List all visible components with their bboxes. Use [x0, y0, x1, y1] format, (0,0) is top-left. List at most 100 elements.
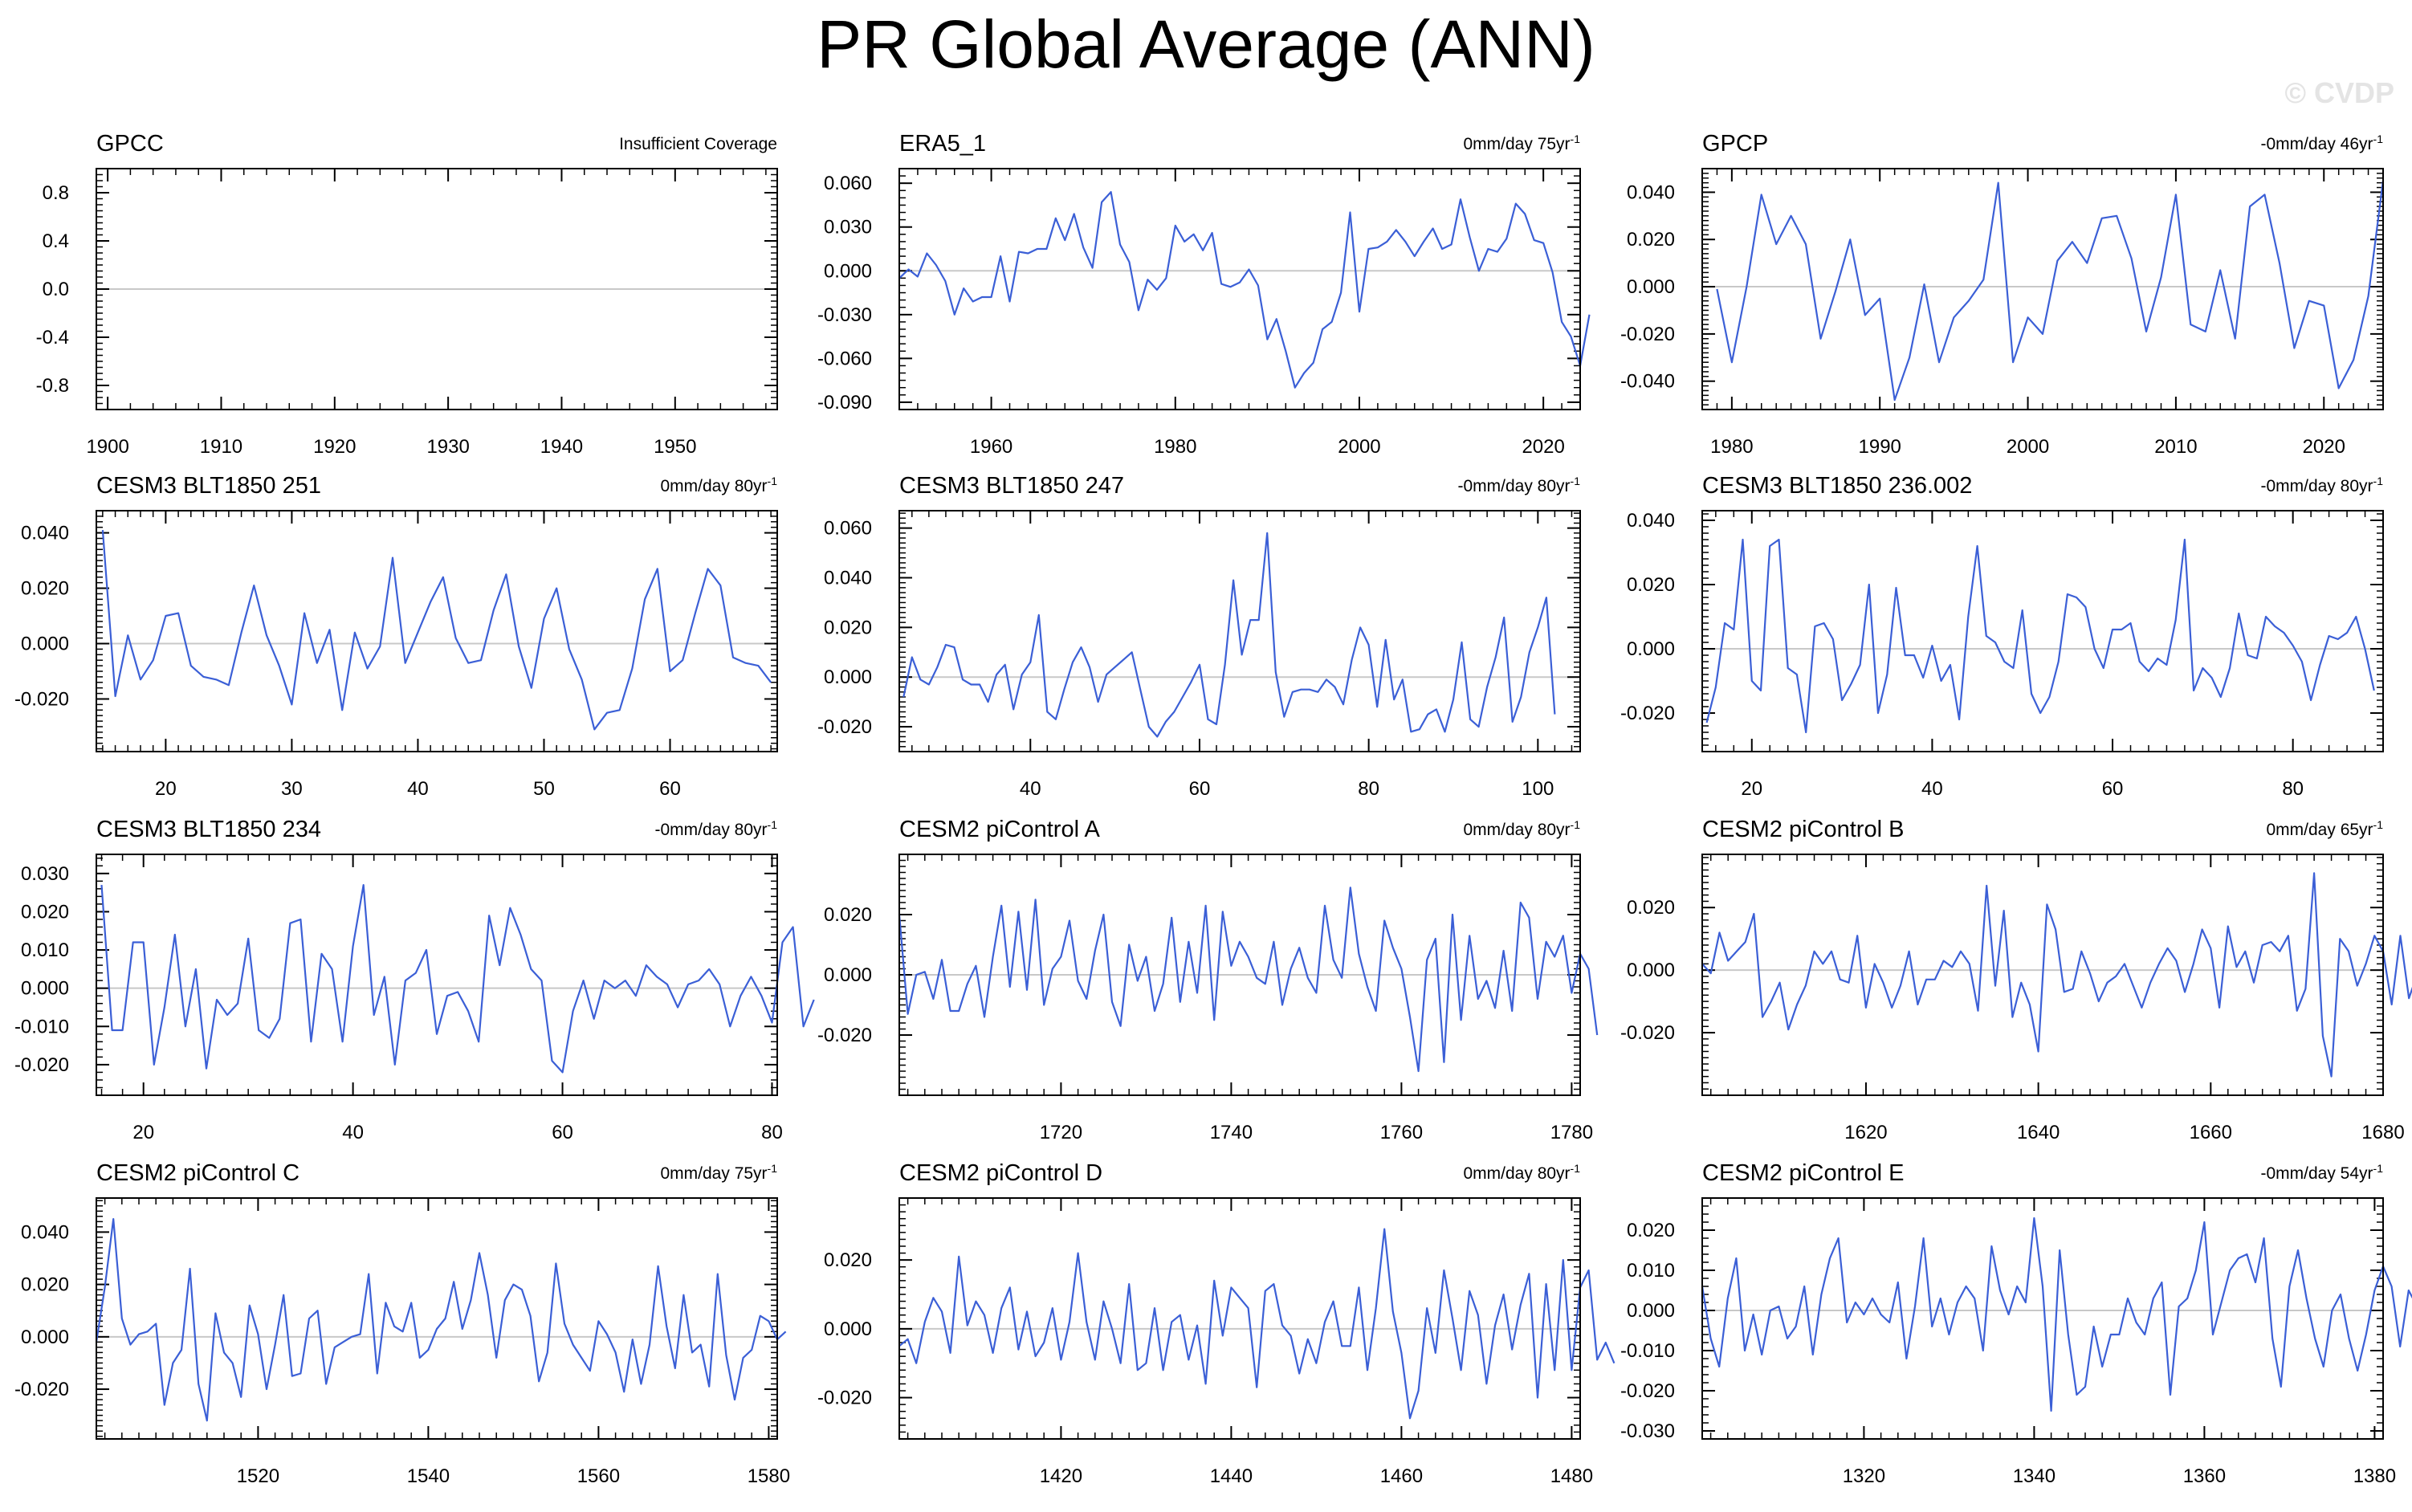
y-tick-label: 0.040 — [21, 1221, 69, 1243]
series-line — [1701, 872, 2412, 1078]
panel-title: CESM3 BLT1850 247 — [899, 473, 1124, 499]
panel-title: CESM2 piControl D — [899, 1160, 1102, 1186]
y-tick-label: 0.040 — [824, 568, 872, 589]
y-tick-label: 0.040 — [1627, 510, 1675, 532]
series-line — [898, 886, 1599, 1073]
x-tick-label: 1760 — [1380, 1122, 1423, 1143]
y-tick-label: -0.040 — [1620, 371, 1675, 393]
chart-panel: CESM3 BLT1850 247 -0mm/day 80yr-1 40 60 80 10… — [817, 473, 1581, 800]
y-tick-label: 0.030 — [21, 863, 69, 885]
y-tick-label: -0.020 — [1620, 703, 1675, 724]
trend-superscript: -1 — [768, 818, 778, 831]
x-tick-label: 1940 — [540, 436, 583, 458]
x-tick-label: 40 — [1020, 778, 1041, 800]
x-tick-label: 1460 — [1380, 1465, 1423, 1487]
x-tick-label: 1340 — [2013, 1465, 2055, 1487]
y-tick-label: 0.000 — [1627, 276, 1675, 298]
x-tick-label: 20 — [132, 1122, 154, 1143]
y-tick-label: -0.020 — [1620, 1022, 1675, 1044]
y-tick-label: 0.000 — [824, 964, 872, 986]
y-tick-label: 0.010 — [21, 939, 69, 961]
series-line — [100, 883, 815, 1074]
y-tick-label: 0.020 — [21, 578, 69, 600]
x-tick-label: 40 — [342, 1122, 364, 1143]
y-tick-label: -0.020 — [817, 1388, 872, 1409]
x-tick-label: 2010 — [2154, 436, 2197, 458]
y-tick-label: -0.020 — [14, 688, 69, 710]
x-tick-label: 40 — [407, 778, 429, 800]
plot-frame — [898, 1197, 1581, 1440]
series-line — [1716, 180, 2385, 401]
chart-panel: CESM2 piControl E -0mm/day 54yr-1 1320 1340… — [1620, 1160, 2412, 1487]
chart-panel: ERA5_1 0mm/day 75yr-1 1960 1980 2000 2020 -0.0… — [817, 131, 1591, 458]
y-tick-label: 0.000 — [21, 1327, 69, 1348]
x-tick-label: 2000 — [1338, 436, 1380, 458]
x-tick-label: 1320 — [1843, 1465, 1885, 1487]
y-tick-label: 0.000 — [1627, 638, 1675, 660]
y-tick-label: -0.020 — [1620, 324, 1675, 345]
watermark: © CVDP — [2284, 76, 2394, 109]
series-line — [95, 1217, 787, 1422]
y-tick-label: 0.020 — [21, 901, 69, 923]
x-tick-label: 60 — [2102, 778, 2124, 800]
panel-trend: 0mm/day 75yr-1 — [661, 1162, 778, 1183]
plot-frame — [1701, 510, 2384, 752]
panel-trend: -0mm/day 80yr-1 — [2261, 475, 2384, 495]
x-tick-label: 1560 — [577, 1465, 620, 1487]
panel-title: CESM2 piControl B — [1702, 817, 1904, 842]
y-tick-label: -0.010 — [14, 1016, 69, 1037]
y-tick-label: 0.000 — [824, 1318, 872, 1340]
chart-panel: CESM3 BLT1850 236.002 -0mm/day 80yr-1 20 40… — [1620, 473, 2384, 800]
y-tick-label: 0.020 — [1627, 229, 1675, 251]
chart-panel: CESM2 piControl C 0mm/day 75yr-1 1520 1540 1… — [14, 1160, 790, 1487]
trend-superscript: -1 — [1571, 475, 1581, 487]
y-tick-label: 0.000 — [824, 260, 872, 282]
panel-trend: -0mm/day 46yr-1 — [2261, 132, 2384, 153]
panel-title: GPCC — [96, 131, 164, 157]
y-tick-label: 0.020 — [1627, 1220, 1675, 1241]
x-tick-label: 1930 — [426, 436, 469, 458]
x-tick-label: 1980 — [1154, 436, 1196, 458]
x-tick-label: 80 — [1358, 778, 1379, 800]
y-tick-label: 0.040 — [21, 523, 69, 544]
x-tick-label: 40 — [1921, 778, 1943, 800]
trend-superscript: -1 — [1571, 818, 1581, 831]
panel-title: CESM2 piControl C — [96, 1160, 299, 1186]
plot-frame — [1701, 1197, 2384, 1440]
x-tick-label: 20 — [155, 778, 177, 800]
y-tick-label: -0.020 — [817, 716, 872, 738]
plot-frame — [1701, 854, 2384, 1096]
x-tick-label: 1960 — [970, 436, 1012, 458]
x-tick-label: 60 — [552, 1122, 573, 1143]
y-tick-label: -0.020 — [14, 1054, 69, 1076]
y-tick-label: 0.000 — [824, 666, 872, 688]
panel-trend: 0mm/day 65yr-1 — [2267, 818, 2384, 839]
series-line — [101, 530, 772, 731]
x-tick-label: 60 — [659, 778, 681, 800]
series-line — [898, 191, 1591, 389]
y-tick-label: 0.020 — [824, 904, 872, 926]
panel-title: CESM3 BLT1850 236.002 — [1702, 473, 1972, 499]
y-tick-label: 0.000 — [1627, 1300, 1675, 1322]
y-tick-label: -0.020 — [14, 1379, 69, 1400]
x-tick-label: 1440 — [1210, 1465, 1253, 1487]
x-tick-label: 1580 — [748, 1465, 790, 1487]
x-tick-label: 1680 — [2361, 1122, 2404, 1143]
x-tick-label: 80 — [2282, 778, 2304, 800]
x-tick-label: 1980 — [1710, 436, 1753, 458]
series-line — [898, 1228, 1615, 1420]
y-tick-label: -0.090 — [817, 392, 872, 414]
y-tick-label: -0.4 — [36, 327, 69, 348]
y-tick-label: 0.000 — [21, 634, 69, 655]
y-tick-label: 0.020 — [1627, 897, 1675, 919]
y-tick-label: -0.030 — [1620, 1420, 1675, 1442]
plot-frame — [1701, 168, 2384, 410]
y-tick-label: 0.060 — [824, 173, 872, 194]
y-tick-label: 0.020 — [824, 617, 872, 638]
x-tick-label: 100 — [1522, 778, 1554, 800]
y-tick-label: 0.020 — [824, 1249, 872, 1271]
chart-panel: CESM2 piControl B 0mm/day 65yr-1 1620 1640 1… — [1620, 817, 2412, 1143]
x-tick-label: 1660 — [2190, 1122, 2232, 1143]
x-tick-label: 1780 — [1550, 1122, 1593, 1143]
